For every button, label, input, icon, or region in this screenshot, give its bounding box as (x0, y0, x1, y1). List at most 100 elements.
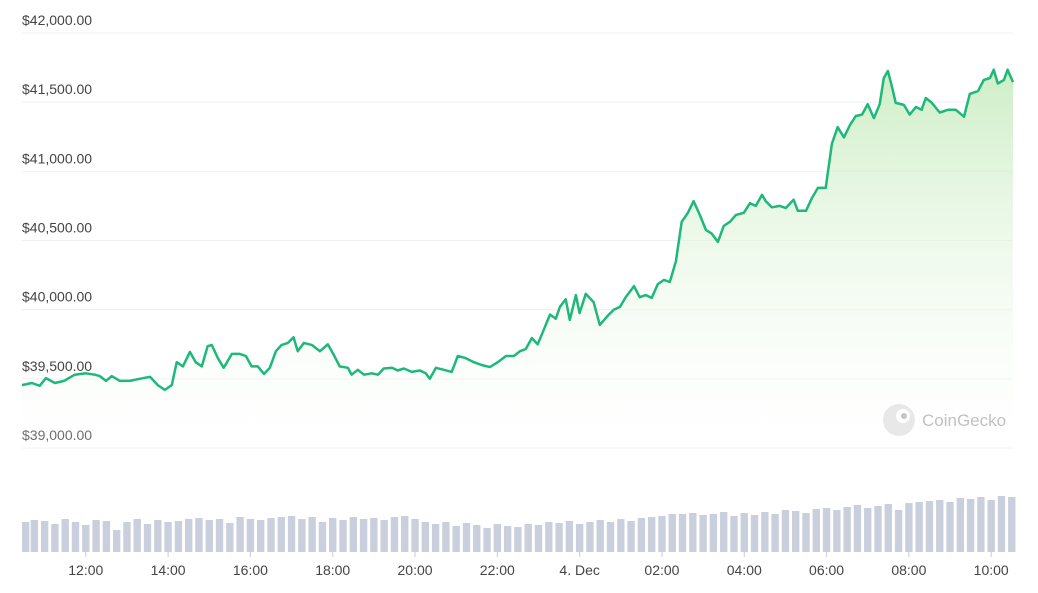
volume-bar (51, 524, 59, 552)
volume-bar (298, 519, 306, 552)
y-tick-label: $41,000.00 (22, 150, 92, 166)
volume-bar (864, 508, 872, 552)
volume-bar (925, 501, 934, 552)
volume-bar (833, 510, 841, 552)
volume-bar (143, 524, 152, 552)
volume-bar (915, 502, 923, 552)
volume-bar (689, 513, 697, 552)
y-tick-label: $42,000.00 (22, 12, 92, 28)
volume-bar (534, 525, 543, 552)
volume-bar (462, 523, 471, 552)
volume-bar (658, 516, 666, 552)
watermark: CoinGecko (883, 404, 1006, 436)
volume-bar (997, 496, 1006, 552)
volume-bar (215, 519, 224, 552)
volume-bar (246, 519, 255, 552)
volume-bar (370, 518, 378, 552)
watermark-text: CoinGecko (922, 411, 1006, 430)
volume-bar (257, 520, 265, 552)
volume-bar (133, 519, 141, 552)
volume-bar (750, 515, 759, 552)
volume-bar (174, 521, 183, 552)
volume-bar (905, 503, 913, 552)
volume-bar (936, 500, 944, 552)
x-tick-label: 22:00 (480, 562, 515, 578)
volume-bar (184, 519, 193, 552)
x-tick-label: 16:00 (233, 562, 268, 578)
y-tick-label: $40,000.00 (22, 289, 92, 305)
volume-bar (606, 522, 615, 552)
grid: $39,000.00$39,500.00$40,000.00$40,500.00… (22, 12, 1013, 578)
volume-bar (431, 524, 440, 552)
y-tick-label: $41,500.00 (22, 81, 92, 97)
x-tick-label: 10:00 (974, 562, 1009, 578)
volume-bar (586, 522, 594, 552)
volume-bar (236, 517, 244, 552)
volume-bar (61, 519, 69, 552)
volume-bar (267, 518, 275, 552)
x-tick-label: 18:00 (315, 562, 350, 578)
volume-bar (483, 528, 491, 552)
volume-bar (390, 517, 399, 552)
volume-bar (380, 520, 388, 552)
volume-bar (977, 497, 985, 552)
volume-bar (359, 519, 368, 552)
volume-bar (40, 521, 49, 552)
volume-bar (154, 520, 162, 552)
volume-bar (473, 525, 481, 552)
volume-bar (277, 517, 285, 552)
volume-bar (781, 510, 790, 552)
volume-bar (401, 516, 409, 552)
volume-bar (1008, 497, 1016, 552)
volume-bar (617, 519, 625, 552)
volume-bar (647, 517, 656, 552)
x-tick-label: 12:00 (68, 562, 103, 578)
volume-bar (195, 518, 203, 552)
volume-bar (894, 510, 903, 552)
volume-bar (545, 522, 553, 552)
price-area (22, 69, 1013, 448)
volume-bar (112, 530, 121, 552)
volume-bar (637, 518, 646, 552)
volume-bar (411, 519, 419, 552)
volume-bar (349, 517, 357, 552)
x-tick-label: 20:00 (398, 562, 433, 578)
volume-bar (339, 520, 347, 552)
volume-bar (596, 520, 604, 552)
volume-bar (966, 499, 975, 552)
volume-bar (575, 524, 584, 552)
x-tick-label: 08:00 (891, 562, 926, 578)
volume-bar (843, 507, 851, 552)
volume-bar (565, 521, 574, 552)
volume-bar (678, 514, 687, 552)
y-tick-label: $39,500.00 (22, 358, 92, 374)
volume-bar (709, 514, 718, 552)
volume-bar (874, 506, 882, 552)
price-line (21, 68, 1015, 392)
volume-bar (822, 508, 831, 552)
volume-bar (71, 522, 80, 552)
volume-bar (771, 514, 779, 552)
x-tick-label: 14:00 (151, 562, 186, 578)
volume-bar (22, 522, 30, 552)
volume-bar (946, 502, 954, 552)
volume-bar (308, 517, 316, 552)
volume-bar (493, 524, 502, 552)
x-tick-label: 06:00 (809, 562, 844, 578)
volume-bar (802, 513, 810, 552)
volume-bar (514, 527, 522, 552)
volume-bar (92, 520, 100, 552)
x-tick-label: 02:00 (644, 562, 679, 578)
volume-bar (627, 521, 635, 552)
plot (21, 68, 1016, 552)
volume-bar (226, 523, 234, 552)
volume-bar (853, 505, 862, 552)
volume-bar (730, 516, 738, 552)
volume-bar (740, 513, 748, 552)
volume-bar (720, 512, 728, 552)
volume-bar (524, 524, 532, 552)
volume-bar (287, 516, 296, 552)
volume-bar (503, 526, 512, 552)
